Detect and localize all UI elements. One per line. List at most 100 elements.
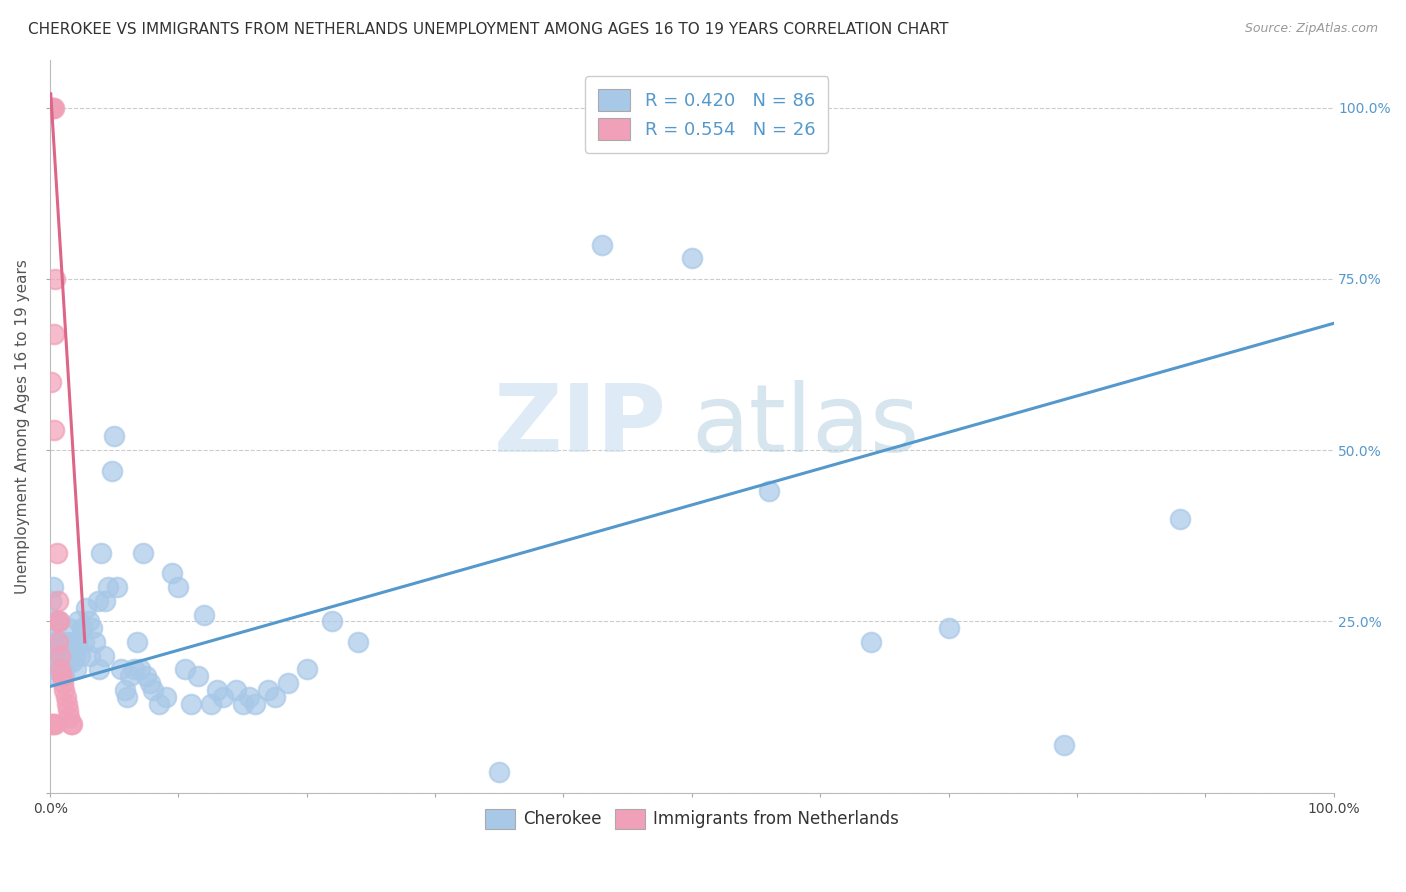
Point [42, 615, 65, 629]
Point [295, 662, 318, 676]
Point [69, 648, 91, 663]
Point [41, 717, 63, 731]
Point [53, 669, 76, 683]
Point [232, 697, 254, 711]
Point [59, 717, 82, 731]
Point [131, 546, 153, 560]
Point [42, 662, 65, 676]
Point [46, 635, 69, 649]
Point [681, 252, 703, 266]
Point [41, 101, 63, 115]
Point [58, 621, 80, 635]
Point [51, 669, 73, 683]
Point [277, 676, 299, 690]
Point [49, 648, 72, 663]
Point [49, 662, 72, 676]
Point [938, 621, 960, 635]
Point [90, 546, 112, 560]
Point [180, 697, 202, 711]
Point [52, 662, 75, 676]
Point [44, 272, 66, 286]
Point [257, 682, 280, 697]
Point [174, 662, 197, 676]
Point [167, 580, 190, 594]
Point [41, 594, 63, 608]
Point [193, 607, 215, 622]
Point [41, 101, 63, 115]
Point [321, 615, 343, 629]
Point [86, 594, 108, 608]
Point [245, 697, 267, 711]
Text: CHEROKEE VS IMMIGRANTS FROM NETHERLANDS UNEMPLOYMENT AMONG AGES 16 TO 19 YEARS C: CHEROKEE VS IMMIGRANTS FROM NETHERLANDS … [28, 22, 949, 37]
Point [127, 635, 149, 649]
Point [225, 682, 247, 697]
Text: atlas: atlas [692, 380, 920, 472]
Point [238, 690, 260, 704]
Point [49, 656, 72, 670]
Point [148, 697, 170, 711]
Point [45, 546, 67, 560]
Point [52, 676, 75, 690]
Point [79, 648, 101, 663]
Point [758, 484, 780, 499]
Point [44, 717, 66, 731]
Point [129, 662, 152, 676]
Point [1053, 738, 1076, 752]
Point [52, 635, 75, 649]
Point [84, 635, 107, 649]
Point [60, 717, 83, 731]
Point [72, 635, 94, 649]
Point [63, 648, 86, 663]
Point [44, 656, 66, 670]
Point [94, 594, 117, 608]
Point [51, 648, 73, 663]
Point [44, 635, 66, 649]
Point [55, 648, 77, 663]
Point [142, 682, 165, 697]
Point [118, 669, 141, 683]
Point [155, 690, 177, 704]
Point [93, 648, 115, 663]
Point [41, 580, 63, 594]
Point [48, 662, 70, 676]
Point [263, 690, 285, 704]
Point [160, 566, 183, 581]
Point [42, 101, 65, 115]
Point [42, 648, 65, 663]
Point [58, 710, 80, 724]
Point [56, 703, 79, 717]
Point [860, 635, 883, 649]
Point [55, 690, 77, 704]
Point [65, 662, 87, 676]
Point [45, 648, 67, 663]
Point [46, 662, 69, 676]
Text: Source: ZipAtlas.com: Source: ZipAtlas.com [1244, 22, 1378, 36]
Point [114, 682, 136, 697]
Point [59, 641, 82, 656]
Point [591, 237, 613, 252]
Point [488, 765, 510, 780]
Point [46, 641, 69, 656]
Point [347, 635, 370, 649]
Point [46, 594, 69, 608]
Point [48, 615, 70, 629]
Point [100, 464, 122, 478]
Point [97, 580, 120, 594]
Point [1168, 511, 1191, 525]
Point [60, 656, 83, 670]
Text: ZIP: ZIP [494, 380, 666, 472]
Legend: Cherokee, Immigrants from Netherlands: Cherokee, Immigrants from Netherlands [478, 802, 905, 836]
Point [82, 621, 104, 635]
Point [200, 697, 222, 711]
Point [105, 580, 128, 594]
Point [139, 676, 162, 690]
Point [53, 682, 76, 697]
Point [77, 615, 100, 629]
Point [56, 635, 79, 649]
Point [110, 662, 132, 676]
Point [212, 690, 235, 704]
Point [48, 615, 70, 629]
Point [187, 669, 209, 683]
Point [41, 717, 63, 731]
Point [41, 375, 63, 389]
